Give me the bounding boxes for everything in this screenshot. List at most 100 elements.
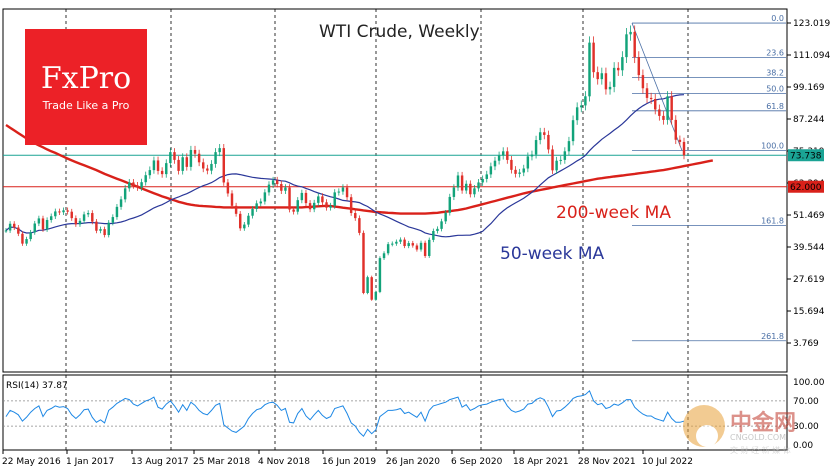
candle-body-100 [415,245,419,250]
fib-label-7: 261.8 [761,332,784,341]
ma200-polyline [5,123,714,215]
candle-body-58 [243,224,246,229]
candle-body-114 [473,188,476,195]
candle-body-70 [292,209,295,212]
candle-body-72 [300,192,304,201]
candle-body-129 [534,140,538,155]
candle-body-153 [633,31,636,58]
candle-body-160 [662,115,665,120]
candle-body-162 [670,96,673,120]
y-tick-8: 27.619 [793,275,825,285]
candle-body-5 [25,239,28,244]
x-axis: 22 May 2016 1 Jan 2017 13 Aug 2017 25 Mar 2… [2,450,693,467]
candle-body-124 [514,169,517,174]
candle-body-22 [95,221,98,231]
y-tick-6: 51.469 [793,211,825,221]
candle-body-18 [78,220,82,225]
candle-body-132 [547,134,550,150]
price-badge-1: 62.000 [790,183,822,193]
candle-body-46 [193,149,197,154]
candle-body-99 [411,243,415,246]
candle-body-140 [580,105,583,108]
x-tick-0: 22 May 2016 [2,457,61,467]
candle-body-163 [674,119,678,140]
candle-body-139 [575,107,579,121]
x-tick-10: 10 Jul 2022 [642,457,693,467]
vertical-gridlines [65,9,689,450]
candle-body-41 [173,152,176,160]
candle-body-155 [641,75,645,89]
watermark-text: 中金网 [730,411,797,436]
candle-body-113 [469,183,472,195]
fib-anchor-line [631,22,683,151]
candle-body-42 [177,159,180,171]
candle-body-84 [349,197,353,214]
candles [4,25,686,301]
rsi-panel: 100.00 70.00 30.00 0.00 [3,378,825,451]
y-tick-2: 99.169 [793,83,825,93]
candle-body-36 [152,160,156,171]
candle-body-3 [17,227,20,234]
candle-body-54 [226,182,230,194]
candle-body-49 [206,168,209,171]
candle-body-11 [49,216,53,221]
candle-body-75 [312,202,316,210]
candle-body-59 [247,215,250,225]
candle-body-77 [321,196,324,203]
candle-body-136 [563,151,567,160]
candle-body-85 [354,213,357,219]
candle-body-97 [403,239,406,247]
candle-body-91 [378,258,382,292]
fxpro-logo: FxPro Trade Like a Pro [25,29,147,145]
candle-body-32 [136,185,139,188]
watermark-coin-icon [683,405,725,447]
candle-body-1 [8,223,12,231]
candle-body-156 [645,88,649,98]
candle-body-81 [337,191,341,193]
candle-body-83 [345,187,349,198]
candle-body-127 [526,156,530,169]
candle-body-35 [148,170,152,176]
candle-body-148 [612,67,616,87]
rsi-tick-0: 100.00 [793,378,825,388]
candle-body-119 [493,160,497,167]
candle-body-17 [74,218,78,225]
candle-body-128 [530,154,534,157]
candle-body-8 [37,218,41,224]
fib-label-1: 23.6 [766,48,784,57]
ma50-polyline [5,94,685,238]
candle-body-144 [596,72,599,80]
candle-body-104 [432,231,435,240]
price-badge-bg-0 [788,149,824,162]
price-badges: 73.738 62.000 [788,149,824,193]
candle-body-86 [358,218,361,233]
candle-body-101 [419,242,423,250]
candle-body-161 [666,96,669,120]
candle-body-95 [395,241,398,244]
candle-body-147 [608,86,612,90]
candle-body-31 [132,182,135,186]
candle-body-92 [382,253,386,259]
candle-body-30 [128,182,131,189]
candle-body-111 [460,175,464,191]
candle-body-60 [251,209,254,216]
candle-body-117 [485,174,488,179]
candle-body-152 [629,31,632,35]
candle-body-44 [185,157,189,167]
candle-body-78 [325,202,328,208]
candle-body-51 [214,152,217,164]
candle-body-25 [107,222,110,236]
candle-body-120 [497,155,501,161]
x-tick-1: 1 Jan 2017 [66,457,114,467]
candle-body-138 [571,120,575,142]
candle-body-55 [230,193,234,206]
candle-body-93 [386,244,390,254]
watermark-url: CNGOLD.COM [730,433,787,442]
candle-body-165 [682,141,686,156]
candle-body-76 [317,196,320,203]
rsi-label: RSI(14) 37.87 [6,381,68,391]
price-lines [3,154,787,188]
x-tick-2: 13 Aug 2017 [131,457,189,467]
rsi-panel-frame [2,374,788,451]
x-tick-9: 28 Nov 2021 [578,457,636,467]
